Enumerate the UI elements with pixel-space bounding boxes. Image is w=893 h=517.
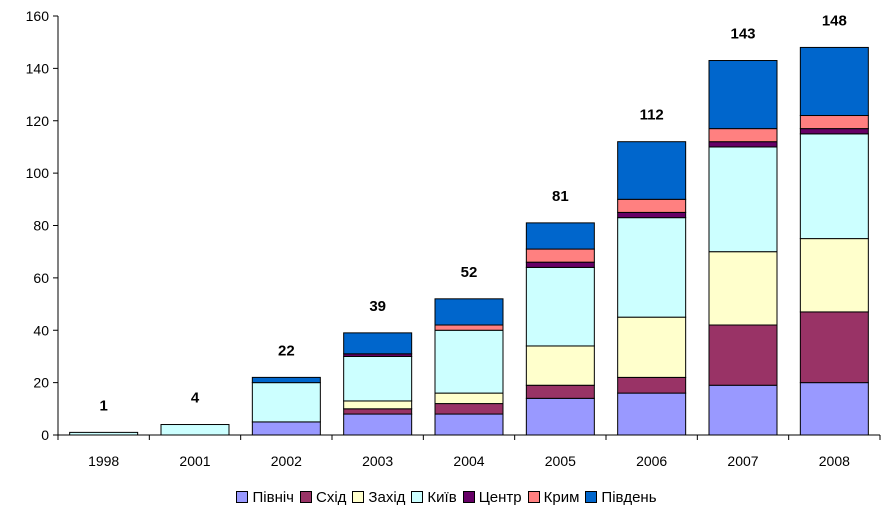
x-tick-label: 2007 xyxy=(727,453,758,469)
legend-swatch xyxy=(462,491,475,504)
bar-segment xyxy=(434,329,504,394)
x-tick-label: 2006 xyxy=(636,453,667,469)
legend-label: Крим xyxy=(543,489,580,506)
legend-label: Київ xyxy=(427,489,457,506)
total-label: 4 xyxy=(191,390,200,407)
x-tick-label: 2004 xyxy=(453,453,484,469)
y-tick-label: 40 xyxy=(33,322,49,338)
bar-segment xyxy=(799,46,869,117)
y-tick-label: 0 xyxy=(41,427,49,443)
total-labels: 1 4 22 39 52 81 112 143 148 xyxy=(99,12,846,414)
bar-segment xyxy=(434,403,504,415)
bar-segment xyxy=(343,332,413,355)
bar-segment xyxy=(799,128,869,135)
legend-item: Захід xyxy=(352,489,405,507)
bar-segment xyxy=(617,376,687,394)
bar-segment xyxy=(525,345,595,386)
legend-item: Північ xyxy=(236,489,294,507)
legend-item: Центр xyxy=(462,489,522,507)
bar-segment xyxy=(160,424,230,436)
bar-segment xyxy=(708,324,778,386)
bar-segment xyxy=(708,251,778,326)
x-axis-ticks: 1998 2001 2002 2003 2004 2005 2006 2007 2008 xyxy=(57,435,881,469)
bar-segment xyxy=(251,421,321,436)
x-tick-label: 2001 xyxy=(179,453,210,469)
legend-swatch xyxy=(300,491,312,504)
y-tick-label: 120 xyxy=(26,113,50,129)
total-label: 143 xyxy=(730,26,755,43)
total-label: 81 xyxy=(552,188,569,205)
y-tick-label: 140 xyxy=(26,60,50,76)
legend-swatch xyxy=(411,491,424,504)
x-tick-label: 1998 xyxy=(88,453,119,469)
bar-segment xyxy=(525,384,595,399)
bar-segment xyxy=(799,115,869,130)
y-tick-label: 20 xyxy=(33,375,49,391)
legend-swatch xyxy=(585,491,598,504)
legend-swatch xyxy=(236,491,249,504)
bar-segment xyxy=(251,382,321,423)
legend-item: Київ xyxy=(411,489,457,507)
bar-segment xyxy=(708,384,778,436)
bar-segment xyxy=(617,217,687,318)
bar-segment xyxy=(343,355,413,402)
bar-segment xyxy=(434,324,504,331)
bar-segment xyxy=(799,382,869,436)
legend-item: Схід xyxy=(300,489,346,507)
bar-segment xyxy=(617,316,687,378)
y-axis-ticks: 0 20 40 60 80 100 120 140 160 xyxy=(26,8,58,443)
legend-item: Південь xyxy=(585,489,657,507)
bar-segment xyxy=(617,392,687,436)
legend: Північ Схід Захід Київ Центр Крим Південь xyxy=(0,489,893,507)
bar-segment xyxy=(708,60,778,130)
bar-segment xyxy=(525,222,595,250)
bar-segment xyxy=(434,392,504,405)
bar-segment xyxy=(434,413,504,436)
bar-segment xyxy=(525,248,595,263)
bar-segment xyxy=(343,408,413,415)
bar-segment xyxy=(343,400,413,410)
bar-stacks xyxy=(69,46,869,436)
bar-segment xyxy=(251,376,321,384)
total-label: 39 xyxy=(369,298,386,315)
bar-segment xyxy=(434,298,504,326)
total-label: 112 xyxy=(640,107,664,124)
legend-swatch xyxy=(527,491,540,504)
x-tick-label: 2002 xyxy=(271,453,302,469)
bar-segment xyxy=(343,413,413,436)
y-tick-label: 160 xyxy=(26,8,50,24)
x-tick-label: 2005 xyxy=(545,453,576,469)
bar-segment xyxy=(708,141,778,148)
total-label: 148 xyxy=(822,12,847,29)
x-tick-label: 2008 xyxy=(819,453,850,469)
y-tick-label: 60 xyxy=(33,270,49,286)
total-label: 1 xyxy=(99,397,107,414)
bar-segment xyxy=(525,266,595,347)
bar-segment xyxy=(617,211,687,219)
bar-segment xyxy=(525,261,595,268)
legend-item: Крим xyxy=(527,489,580,507)
total-label: 52 xyxy=(461,264,478,281)
bar-segment xyxy=(708,146,778,253)
bar-segment xyxy=(799,311,869,384)
legend-label: Захід xyxy=(368,489,406,506)
legend-swatch xyxy=(352,491,365,504)
legend-label: Південь xyxy=(601,489,657,506)
bar-segment xyxy=(617,141,687,200)
legend-label: Північ xyxy=(252,489,294,506)
y-tick-label: 80 xyxy=(33,218,49,234)
legend-label: Схід xyxy=(316,489,347,506)
y-tick-label: 100 xyxy=(26,165,50,181)
total-label: 22 xyxy=(278,342,295,359)
bar-segment xyxy=(799,133,869,240)
x-tick-label: 2003 xyxy=(362,453,393,469)
bar-segment xyxy=(525,397,595,436)
legend-label: Центр xyxy=(478,489,522,506)
bar-segment xyxy=(617,198,687,213)
bar-segment xyxy=(799,238,869,313)
bar-segment xyxy=(708,128,778,143)
